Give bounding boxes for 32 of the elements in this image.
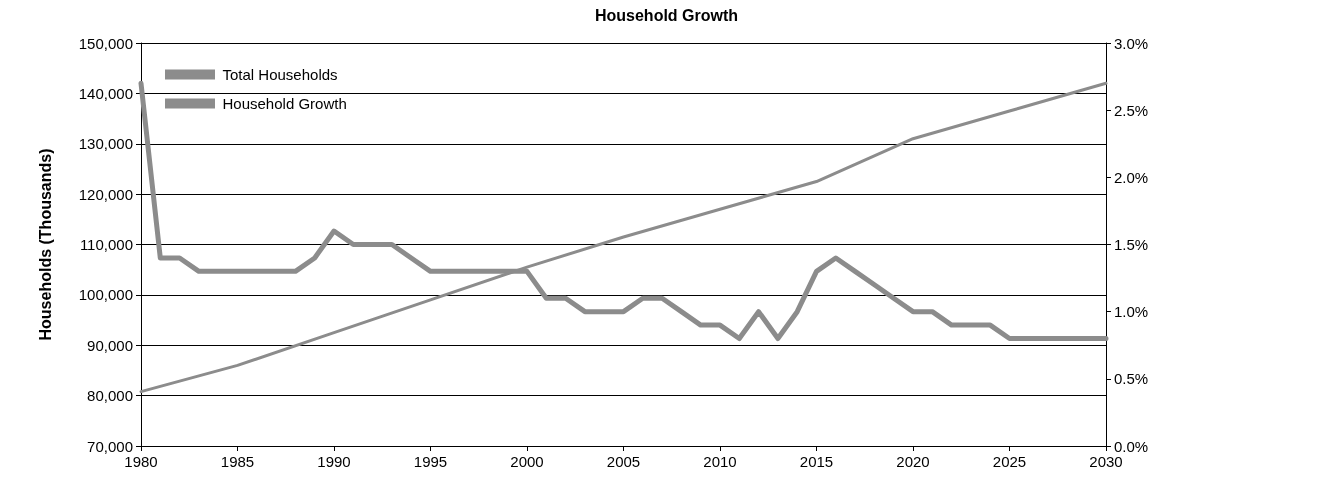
- x-tick-label: 2005: [606, 453, 641, 470]
- y-tick-label: 140,000: [78, 84, 133, 102]
- x-tick-label: 2025: [992, 453, 1027, 470]
- x-tick-label: 1980: [124, 453, 158, 470]
- x-tick-label: 2000: [510, 453, 544, 470]
- y-tick-label: 90,000: [87, 336, 133, 354]
- y2-tick-label: 1.0%: [1114, 303, 1149, 321]
- y2-tick-label: 3.0%: [1114, 34, 1149, 52]
- y-tick-label: 80,000: [87, 387, 133, 405]
- y-axis-title: Households (Thousands): [36, 148, 54, 341]
- y-tick-label: 130,000: [78, 135, 133, 153]
- y-tick-label: 110,000: [79, 236, 133, 253]
- y2-tick-label: 0.5%: [1114, 370, 1149, 388]
- y2-tick-label: 0.0%: [1114, 437, 1149, 455]
- y2-tick-label: 2.0%: [1114, 168, 1149, 186]
- line-series: [139, 81, 1108, 394]
- legend-label: Household Growth: [222, 95, 347, 112]
- x-tick-label: 1985: [220, 453, 255, 470]
- y-tick-label: 100,000: [78, 286, 133, 304]
- y2-tick-label: 1.5%: [1114, 236, 1149, 253]
- x-tick-label: 2015: [799, 453, 834, 470]
- x-tick-label: 1995: [413, 453, 448, 470]
- legend-label: Total Households: [222, 66, 338, 83]
- y-tick-label: 70,000: [87, 437, 133, 455]
- x-tick-label: 2010: [703, 453, 737, 470]
- y2-tick-label: 2.5%: [1114, 101, 1149, 119]
- chart-title: Household Growth: [594, 6, 739, 24]
- y-tick-label: 120,000: [78, 185, 133, 203]
- x-tick-label: 1990: [317, 453, 351, 470]
- x-tick-label: 2020: [896, 453, 930, 470]
- y-tick-label: 150,000: [78, 34, 133, 52]
- x-tick-label: 2030: [1089, 453, 1123, 470]
